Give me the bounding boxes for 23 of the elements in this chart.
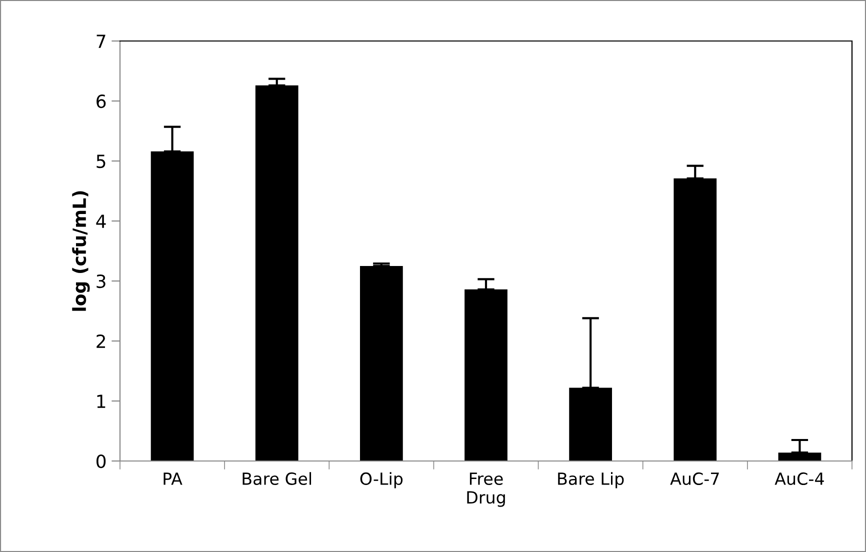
bar <box>464 289 508 461</box>
x-tick-label: Bare Lip <box>558 472 624 488</box>
y-tick-label: 2 <box>96 334 105 348</box>
bar <box>150 151 194 461</box>
y-tick-label: 3 <box>96 274 106 288</box>
bar <box>778 452 822 461</box>
x-tick-label: AuC-7 <box>670 472 719 486</box>
bar <box>360 266 403 461</box>
y-tick-label: 5 <box>96 154 106 168</box>
y-tick-label: 4 <box>96 214 106 228</box>
bar <box>569 388 612 461</box>
x-tick-label: O-Lip <box>360 472 403 488</box>
x-tick-label: Bare Gel <box>242 472 312 486</box>
x-tick-label: Free Drug <box>467 472 505 507</box>
y-tick-label: 0 <box>96 454 106 468</box>
y-tick-label: 7 <box>96 34 106 48</box>
bar <box>674 178 717 461</box>
y-tick-label: 6 <box>96 94 106 108</box>
x-tick-label: AuC-4 <box>774 472 824 486</box>
y-tick-label: 1 <box>97 394 106 408</box>
x-tick-label: PA <box>164 472 182 485</box>
bar <box>255 85 298 461</box>
y-axis-title: log (cfu/mL) <box>72 191 90 311</box>
